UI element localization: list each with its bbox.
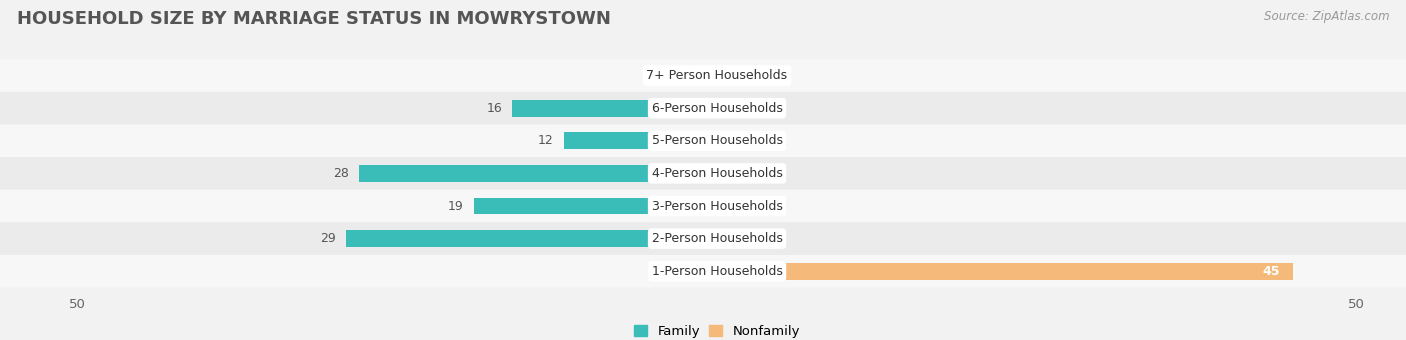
Text: 5-Person Households: 5-Person Households	[651, 134, 783, 147]
Text: 3-Person Households: 3-Person Households	[651, 200, 783, 212]
FancyBboxPatch shape	[0, 92, 1406, 124]
Text: 29: 29	[321, 232, 336, 245]
Text: 4-Person Households: 4-Person Households	[651, 167, 783, 180]
Text: 28: 28	[333, 167, 349, 180]
Bar	[346, 230, 717, 247]
Bar	[717, 132, 762, 149]
Text: 0: 0	[679, 69, 688, 82]
Bar	[717, 100, 762, 117]
Bar	[697, 67, 717, 84]
Text: 2-Person Households: 2-Person Households	[651, 232, 783, 245]
Bar	[474, 198, 717, 215]
Bar	[717, 263, 1294, 280]
FancyBboxPatch shape	[0, 157, 1406, 190]
Text: 0: 0	[772, 69, 780, 82]
Text: 0: 0	[772, 167, 780, 180]
Bar	[717, 198, 762, 215]
Bar	[717, 67, 762, 84]
Bar	[512, 100, 717, 117]
FancyBboxPatch shape	[0, 255, 1406, 288]
Text: 1-Person Households: 1-Person Households	[651, 265, 783, 278]
Bar	[717, 230, 762, 247]
Bar	[697, 263, 717, 280]
Text: 7+ Person Households: 7+ Person Households	[647, 69, 787, 82]
Text: 0: 0	[772, 200, 780, 212]
Text: 0: 0	[772, 134, 780, 147]
FancyBboxPatch shape	[0, 59, 1406, 92]
Text: 0: 0	[772, 102, 780, 115]
Text: 45: 45	[1263, 265, 1279, 278]
FancyBboxPatch shape	[0, 222, 1406, 255]
FancyBboxPatch shape	[0, 124, 1406, 157]
Bar	[564, 132, 717, 149]
Bar	[717, 165, 762, 182]
Text: 19: 19	[449, 200, 464, 212]
Text: 12: 12	[537, 134, 554, 147]
Text: 16: 16	[486, 102, 502, 115]
Text: Source: ZipAtlas.com: Source: ZipAtlas.com	[1264, 10, 1389, 23]
Text: HOUSEHOLD SIZE BY MARRIAGE STATUS IN MOWRYSTOWN: HOUSEHOLD SIZE BY MARRIAGE STATUS IN MOW…	[17, 10, 610, 28]
Text: 6-Person Households: 6-Person Households	[651, 102, 783, 115]
Text: 0: 0	[679, 265, 688, 278]
Bar	[359, 165, 717, 182]
Legend: Family, Nonfamily: Family, Nonfamily	[634, 325, 800, 338]
FancyBboxPatch shape	[0, 190, 1406, 222]
Text: 0: 0	[772, 232, 780, 245]
